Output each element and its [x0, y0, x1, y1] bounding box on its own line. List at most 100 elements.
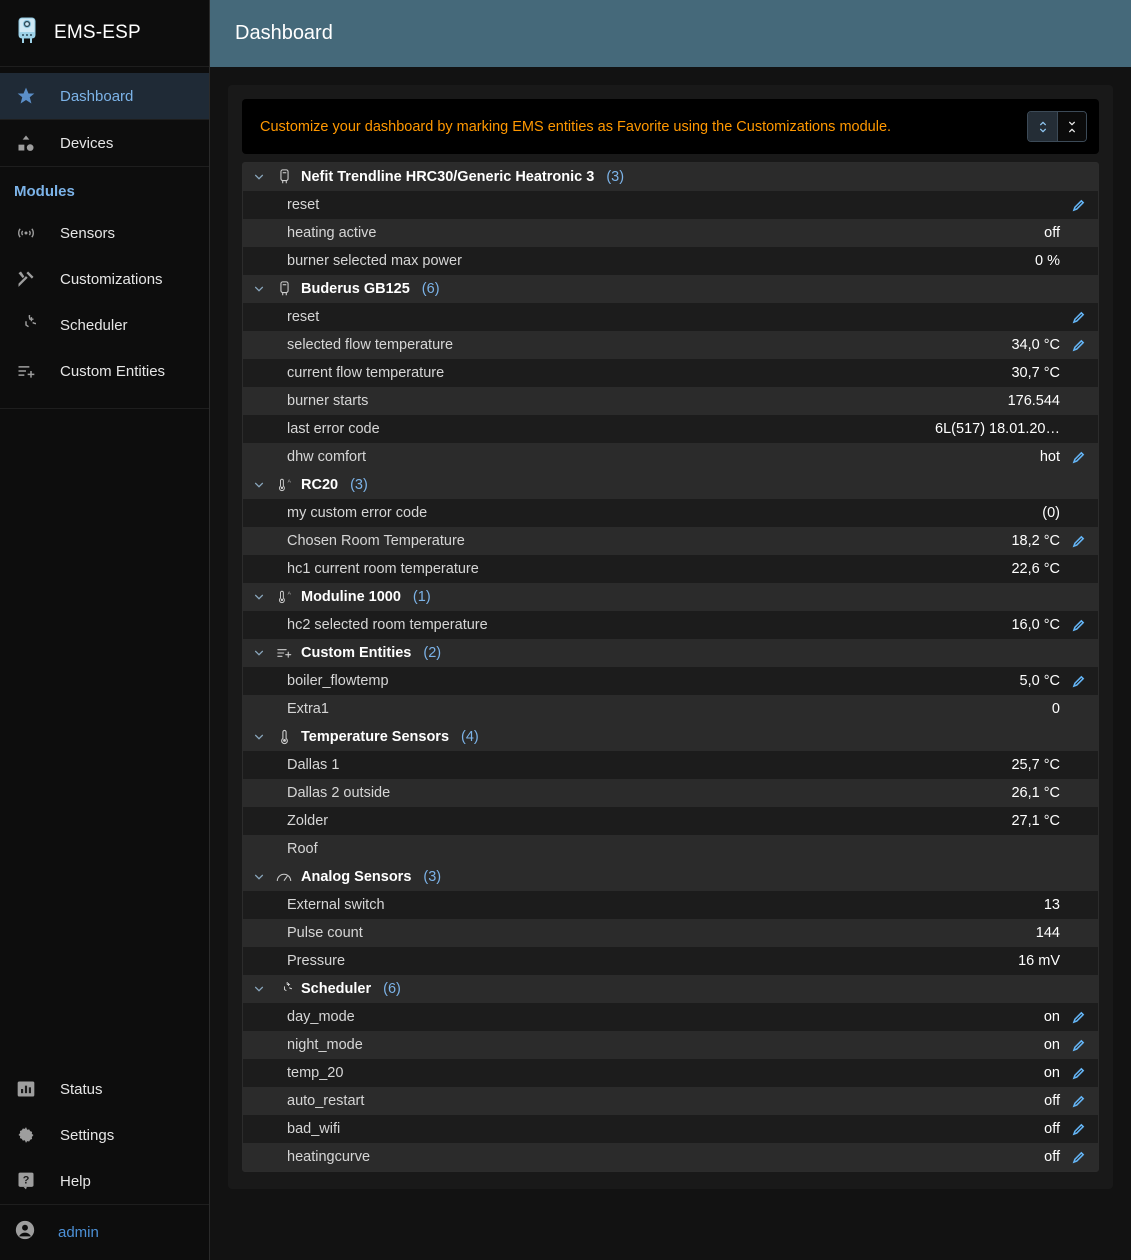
entity-row[interactable]: night_mode on	[243, 1031, 1098, 1059]
group-header[interactable]: A Moduline 1000 (1)	[243, 583, 1098, 611]
entity-row[interactable]: bad_wifi off	[243, 1115, 1098, 1143]
edit-pencil-icon	[1071, 310, 1086, 325]
group-header[interactable]: A RC20 (3)	[243, 471, 1098, 499]
group-name: RC20	[301, 477, 339, 493]
entity-label: boiler_flowtemp	[287, 673, 389, 689]
entity-row[interactable]: Zolder 27,1 °C	[243, 807, 1098, 835]
entity-row[interactable]: heating active off	[243, 219, 1098, 247]
chevron-down-icon	[253, 479, 267, 491]
entity-value: off	[1044, 225, 1060, 241]
entity-row[interactable]: hc1 current room temperature 22,6 °C	[243, 555, 1098, 583]
group-count: (3)	[423, 869, 442, 885]
sidebar-item-sensors[interactable]: Sensors	[0, 210, 209, 256]
sidebar-item-status[interactable]: Status	[0, 1066, 209, 1112]
unfold-less-icon[interactable]	[1057, 112, 1086, 141]
edit-entity-button[interactable]	[1060, 674, 1086, 689]
entity-row[interactable]: day_mode on	[243, 1003, 1098, 1031]
entity-label: Dallas 1	[287, 757, 340, 773]
sidebar-item-dashboard[interactable]: Dashboard	[0, 73, 209, 119]
entity-value: 25,7 °C	[1011, 757, 1060, 773]
group-count: (6)	[421, 281, 440, 297]
edit-pencil-icon	[1071, 1150, 1086, 1165]
unfold-more-icon[interactable]	[1028, 112, 1057, 141]
group-name: Temperature Sensors	[301, 729, 450, 745]
entity-row[interactable]: Roof	[243, 835, 1098, 863]
sidebar-item-custom-entities[interactable]: Custom Entities	[0, 348, 209, 394]
list-plus-icon	[275, 646, 293, 660]
sidebar-item-devices[interactable]: Devices	[0, 120, 209, 166]
edit-entity-button[interactable]	[1060, 1094, 1086, 1109]
edit-entity-button[interactable]	[1060, 1150, 1086, 1165]
sidebar-item-help[interactable]: ? Help	[0, 1158, 209, 1204]
sidebar-item-scheduler[interactable]: Scheduler	[0, 302, 209, 348]
entity-row[interactable]: reset	[243, 303, 1098, 331]
entity-row[interactable]: boiler_flowtemp 5,0 °C	[243, 667, 1098, 695]
entity-row[interactable]: Dallas 1 25,7 °C	[243, 751, 1098, 779]
group-name: Analog Sensors	[301, 869, 412, 885]
entity-row[interactable]: auto_restart off	[243, 1087, 1098, 1115]
group-header[interactable]: Buderus GB125 (6)	[243, 275, 1098, 303]
entity-row[interactable]: current flow temperature 30,7 °C	[243, 359, 1098, 387]
page-title: Dashboard	[235, 22, 333, 44]
chevron-down-icon	[253, 283, 267, 295]
sidebar-item-customizations[interactable]: Customizations	[0, 256, 209, 302]
content: Customize your dashboard by marking EMS …	[210, 67, 1131, 1260]
sidebar-item-settings[interactable]: Settings	[0, 1112, 209, 1158]
entity-row[interactable]: temp_20 on	[243, 1059, 1098, 1087]
divider	[0, 408, 209, 409]
group-header[interactable]: Scheduler (6)	[243, 975, 1098, 1003]
edit-entity-button[interactable]	[1060, 310, 1086, 325]
entity-row[interactable]: External switch 13	[243, 891, 1098, 919]
entity-label: Chosen Room Temperature	[287, 533, 465, 549]
entity-row[interactable]: dhw comfort hot	[243, 443, 1098, 471]
edit-entity-button[interactable]	[1060, 618, 1086, 633]
sidebar-item-user[interactable]: admin	[0, 1204, 209, 1260]
divider	[0, 119, 209, 120]
edit-entity-button[interactable]	[1060, 1066, 1086, 1081]
group-count: (3)	[606, 169, 625, 185]
group-count: (2)	[423, 645, 442, 661]
entity-row[interactable]: Pulse count 144	[243, 919, 1098, 947]
divider	[0, 166, 209, 167]
edit-entity-button[interactable]	[1060, 534, 1086, 549]
entity-label: heating active	[287, 225, 377, 241]
entity-label: my custom error code	[287, 505, 428, 521]
sidebar-item-label: Custom Entities	[60, 362, 166, 380]
chevron-down-icon	[253, 871, 267, 883]
group-header[interactable]: Temperature Sensors (4)	[243, 723, 1098, 751]
edit-entity-button[interactable]	[1060, 450, 1086, 465]
entity-row[interactable]: hc2 selected room temperature 16,0 °C	[243, 611, 1098, 639]
edit-entity-button[interactable]	[1060, 338, 1086, 353]
entity-row[interactable]: last error code 6L(517) 18.01.20…	[243, 415, 1098, 443]
entity-row[interactable]: burner selected max power 0 %	[243, 247, 1098, 275]
nav-top: Dashboard Devices	[0, 67, 209, 167]
entity-row[interactable]: heatingcurve off	[243, 1143, 1098, 1171]
entity-value: 30,7 °C	[1011, 365, 1060, 381]
boiler-icon	[14, 16, 40, 51]
entity-value: 144	[1035, 925, 1060, 941]
edit-pencil-icon	[1071, 450, 1086, 465]
edit-entity-button[interactable]	[1060, 198, 1086, 213]
group-name: Buderus GB125	[301, 281, 410, 297]
sidebar-item-label: Dashboard	[60, 87, 134, 105]
entity-label: Zolder	[287, 813, 329, 829]
entity-value: 5,0 °C	[1019, 673, 1060, 689]
entity-row[interactable]: reset	[243, 191, 1098, 219]
entity-row[interactable]: Pressure 16 mV	[243, 947, 1098, 975]
entity-value: (0)	[1042, 505, 1060, 521]
entity-row[interactable]: selected flow temperature 34,0 °C	[243, 331, 1098, 359]
entity-row[interactable]: my custom error code (0)	[243, 499, 1098, 527]
group-header[interactable]: Analog Sensors (3)	[243, 863, 1098, 891]
entity-row[interactable]: Chosen Room Temperature 18,2 °C	[243, 527, 1098, 555]
edit-pencil-icon	[1071, 1010, 1086, 1025]
entity-row[interactable]: burner starts 176.544	[243, 387, 1098, 415]
edit-entity-button[interactable]	[1060, 1122, 1086, 1137]
group-header[interactable]: Custom Entities (2)	[243, 639, 1098, 667]
edit-entity-button[interactable]	[1060, 1010, 1086, 1025]
edit-entity-button[interactable]	[1060, 1038, 1086, 1053]
entity-label: temp_20	[287, 1065, 344, 1081]
entity-row[interactable]: Dallas 2 outside 26,1 °C	[243, 779, 1098, 807]
entity-value: on	[1043, 1065, 1060, 1081]
group-header[interactable]: Nefit Trendline HRC30/Generic Heatronic …	[243, 163, 1098, 191]
entity-row[interactable]: Extra1 0	[243, 695, 1098, 723]
